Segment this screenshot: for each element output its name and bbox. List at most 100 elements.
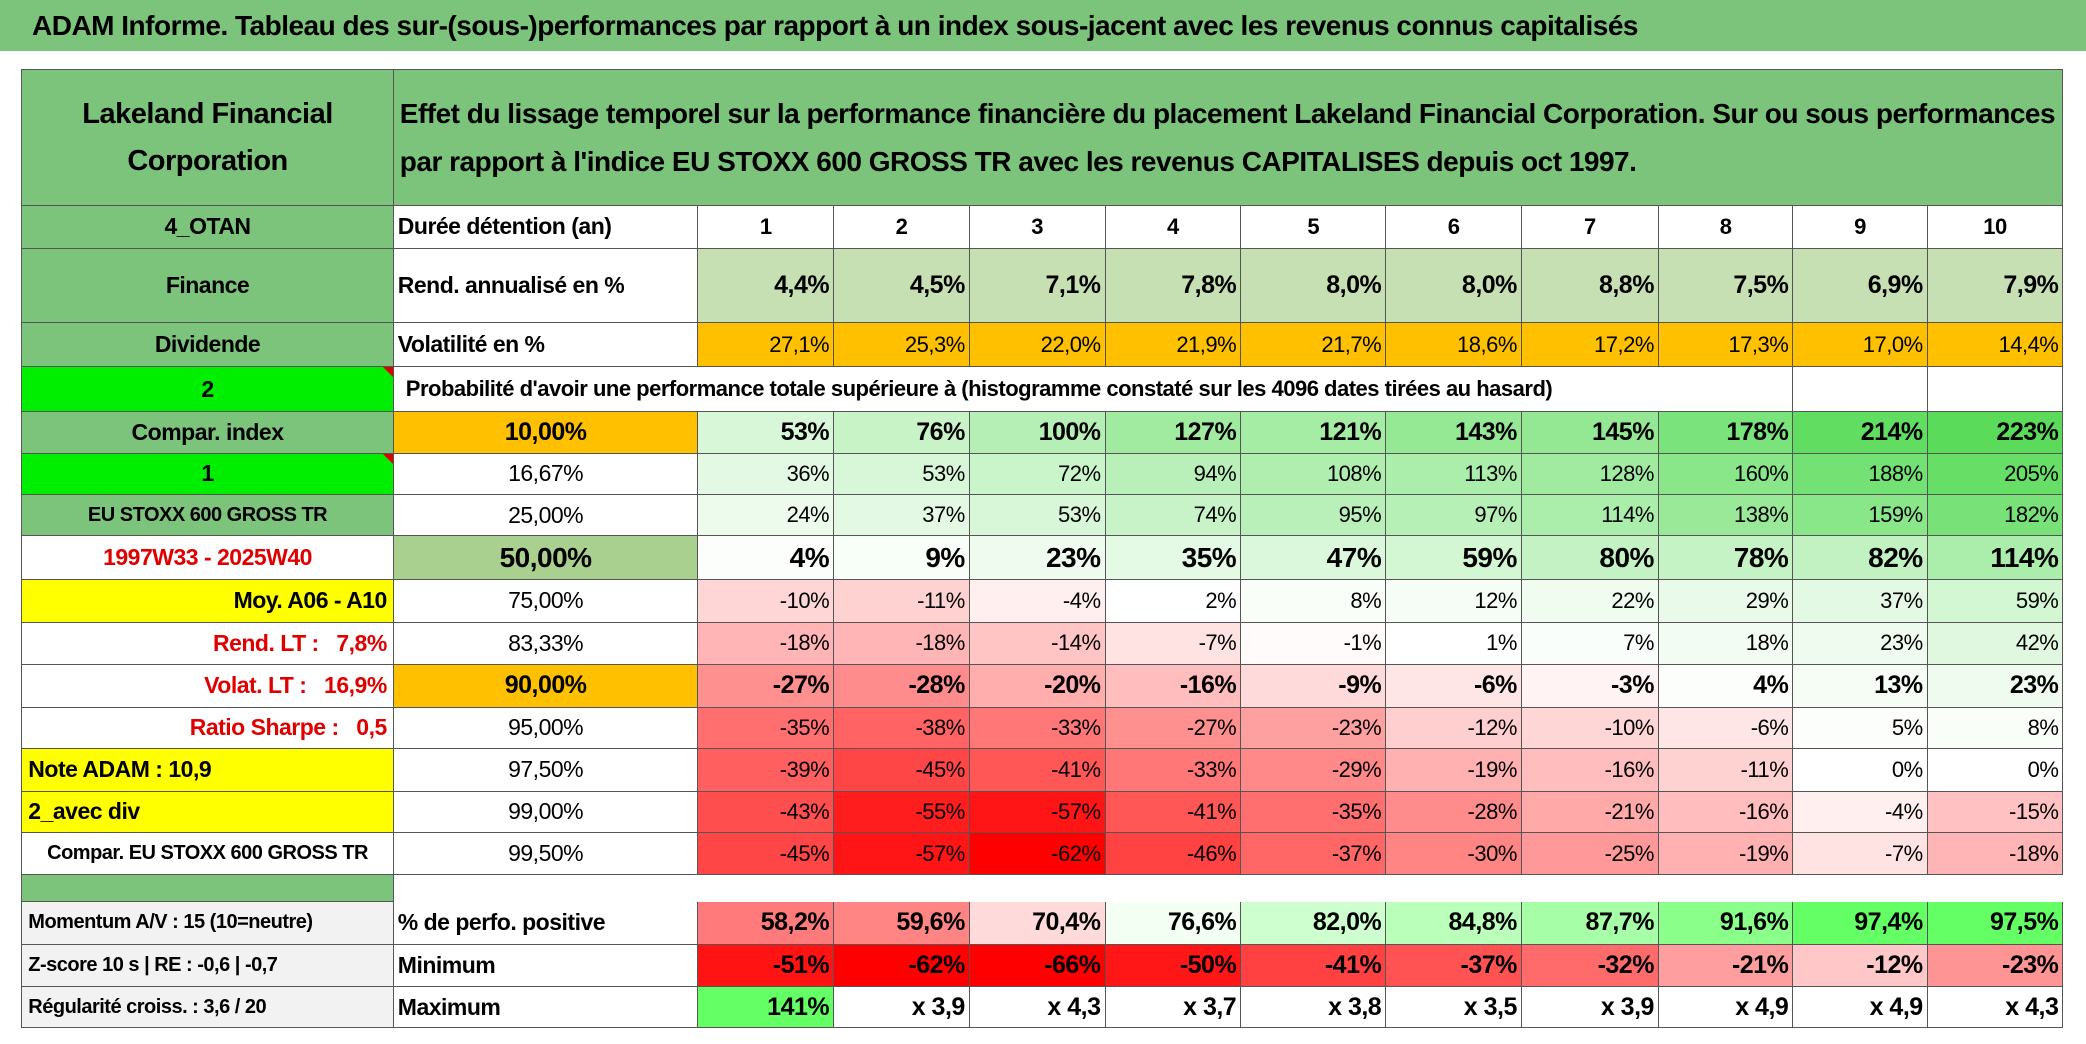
value-cell: -14% <box>969 622 1106 666</box>
value-cell: 23% <box>1793 622 1928 666</box>
value-cell: -19% <box>1386 748 1522 792</box>
value-cell: -62% <box>834 944 970 988</box>
value-cell: 188% <box>1793 453 1928 495</box>
value-cell: 4% <box>698 536 835 581</box>
value-cell: 78% <box>1658 536 1794 581</box>
value-cell: 8% <box>1927 707 2064 749</box>
comment-marker <box>382 367 393 378</box>
value-cell: 35% <box>1105 536 1242 581</box>
value-cell: 37% <box>834 494 970 537</box>
value-cell: -33% <box>1105 748 1242 792</box>
value-cell: -10% <box>698 580 835 623</box>
value-cell: 21,7% <box>1241 323 1387 368</box>
row-label: EU STOXX 600 GROSS TR <box>21 494 394 537</box>
value-cell: -51% <box>698 944 835 988</box>
value-cell: 4,5% <box>834 248 970 324</box>
value-cell: -27% <box>1105 707 1242 749</box>
value-cell: 22,0% <box>969 323 1106 368</box>
value-cell: 42% <box>1927 622 2064 666</box>
value-cell: -6% <box>1386 665 1522 708</box>
value-cell: 25,3% <box>834 323 970 368</box>
row-name: 99,50% <box>393 832 699 876</box>
row-label: Compar. index <box>21 412 394 454</box>
value-cell: 141% <box>698 987 835 1029</box>
note: Probabilité d'avoir une performance tota… <box>393 367 1794 413</box>
value-cell: 59% <box>1386 536 1522 581</box>
value-cell: -66% <box>969 944 1106 988</box>
row-label: Ratio Sharpe : 0,5 <box>21 707 394 749</box>
value-cell: 59% <box>1927 580 2064 623</box>
value-cell: 1% <box>1386 622 1522 666</box>
value-cell: 127% <box>1105 412 1242 454</box>
value-cell: 17,3% <box>1658 323 1794 368</box>
row-label: Dividende <box>21 323 394 368</box>
value-cell: 128% <box>1521 453 1659 495</box>
row-name: Durée détention (an) <box>393 206 699 249</box>
value-cell: 23% <box>1927 665 2064 708</box>
value-cell: -57% <box>969 791 1106 833</box>
value-cell: -35% <box>698 707 835 749</box>
value-cell: -41% <box>1241 944 1387 988</box>
empty-cell <box>1927 367 2064 413</box>
value-cell: 13% <box>1793 665 1928 708</box>
value-cell: -16% <box>1105 665 1242 708</box>
value-cell: 70,4% <box>969 901 1106 945</box>
value-cell: x 4,9 <box>1793 987 1928 1029</box>
value-cell: 5% <box>1793 707 1928 749</box>
value-cell: 7,1% <box>969 248 1106 324</box>
value-cell: -41% <box>1105 791 1242 833</box>
row-name: 83,33% <box>393 622 699 666</box>
value-cell: 121% <box>1241 412 1387 454</box>
value-cell: 72% <box>969 453 1106 495</box>
value-cell: 80% <box>1521 536 1659 581</box>
row-name: 25,00% <box>393 494 699 537</box>
value-cell: -39% <box>698 748 835 792</box>
row-label: Note ADAM : 10,9 <box>21 748 394 792</box>
comment-marker <box>382 453 393 464</box>
value-cell: -62% <box>969 832 1106 876</box>
value-cell: -16% <box>1658 791 1794 833</box>
row-name: 95,00% <box>393 707 699 749</box>
value-cell: 91,6% <box>1658 901 1794 945</box>
column-header: 8 <box>1658 206 1794 249</box>
column-header: 7 <box>1521 206 1659 249</box>
value-cell: 53% <box>834 453 970 495</box>
company-name: Lakeland Financial Corporation <box>21 69 394 207</box>
row-label: Moy. A06 - A10 <box>21 580 394 623</box>
value-cell: -30% <box>1386 832 1522 876</box>
value-cell: x 4,9 <box>1658 987 1794 1029</box>
value-cell: 0% <box>1793 748 1928 792</box>
row-name: Volatilité en % <box>393 323 699 368</box>
value-cell: 205% <box>1927 453 2064 495</box>
value-cell: 97,4% <box>1793 901 1928 945</box>
value-cell: 178% <box>1658 412 1794 454</box>
value-cell: 76,6% <box>1105 901 1242 945</box>
value-cell: 7% <box>1521 622 1659 666</box>
value-cell: -19% <box>1658 832 1794 876</box>
value-cell: 82,0% <box>1241 901 1387 945</box>
value-cell: 7,5% <box>1658 248 1794 324</box>
value-cell: -16% <box>1521 748 1659 792</box>
value-cell: 182% <box>1927 494 2064 537</box>
row-name: % de perfo. positive <box>393 901 699 945</box>
row-label: 1 <box>21 453 394 495</box>
column-header: 9 <box>1793 206 1928 249</box>
value-cell: -57% <box>834 832 970 876</box>
value-cell: -41% <box>969 748 1106 792</box>
value-cell: 159% <box>1793 494 1928 537</box>
value-cell: -37% <box>1241 832 1387 876</box>
value-cell: x 3,9 <box>1521 987 1659 1029</box>
value-cell: -50% <box>1105 944 1242 988</box>
value-cell: 114% <box>1927 536 2064 581</box>
value-cell: 47% <box>1241 536 1387 581</box>
row-label: Finance <box>21 248 394 324</box>
value-cell: x 3,8 <box>1241 987 1387 1029</box>
value-cell: -37% <box>1386 944 1522 988</box>
value-cell: -20% <box>969 665 1106 708</box>
value-cell: -46% <box>1105 832 1242 876</box>
value-cell: 214% <box>1793 412 1928 454</box>
value-cell: x 3,9 <box>834 987 970 1029</box>
row-label: 2 <box>21 367 394 413</box>
value-cell: 100% <box>969 412 1106 454</box>
